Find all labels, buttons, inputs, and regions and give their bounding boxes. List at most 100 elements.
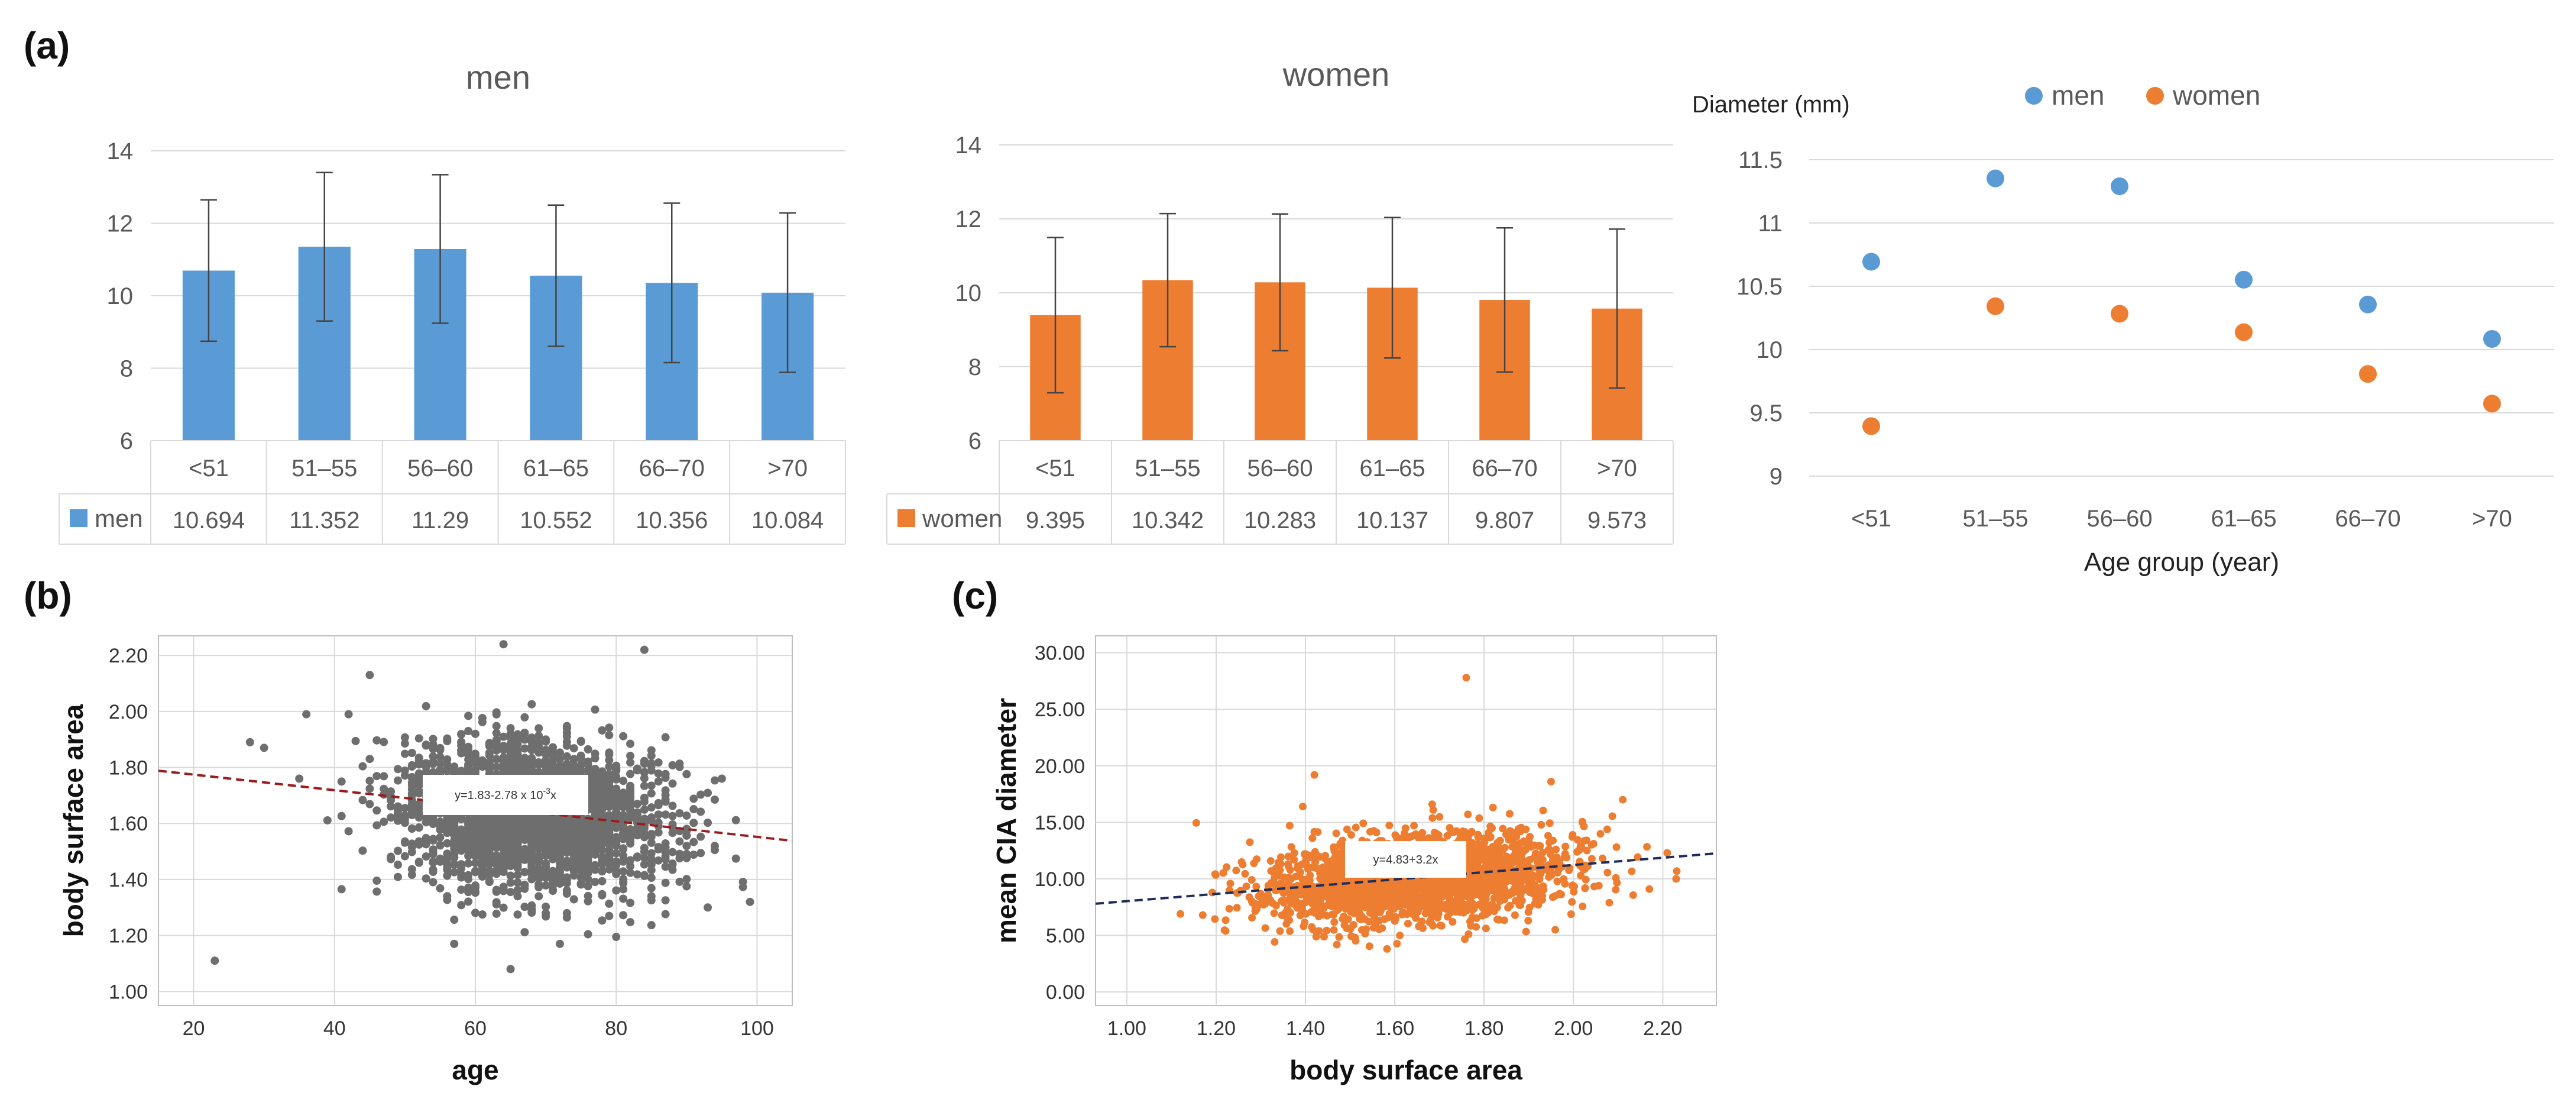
y-tick-label: 10.5 [1736, 274, 1783, 300]
data-point [640, 843, 649, 852]
data-point [647, 746, 656, 755]
data-point [1445, 899, 1453, 907]
data-point [1553, 877, 1561, 885]
x-category-label: 61–65 [1359, 455, 1425, 481]
y-tick-label: 12 [955, 206, 982, 232]
data-point [640, 756, 649, 765]
data-point [689, 805, 698, 814]
data-point [1359, 819, 1368, 827]
data-point [414, 788, 423, 797]
men_bar-chart: men68101214<5110.69451–5511.35256–6011.2… [59, 59, 846, 545]
data-point [506, 847, 515, 856]
data-point [661, 855, 670, 864]
data-point [506, 724, 515, 733]
data-point [471, 859, 479, 868]
data-point [1525, 903, 1534, 911]
data-point [506, 742, 515, 751]
data-point [387, 813, 396, 822]
data-point [464, 859, 473, 868]
data-point [584, 817, 592, 826]
data-point [542, 843, 550, 852]
data-point [1391, 897, 1399, 906]
data-point [1385, 822, 1394, 830]
data-point [562, 908, 571, 917]
data-point [245, 738, 254, 746]
data-point [569, 895, 578, 904]
data-point [1271, 938, 1279, 946]
data-point [1297, 891, 1305, 899]
data-point [1372, 898, 1381, 907]
equation-box [423, 775, 588, 815]
data-point [1547, 869, 1556, 877]
data-point [1461, 935, 1469, 943]
data-point [1233, 904, 1241, 912]
data-point [372, 772, 381, 781]
data-point [457, 885, 466, 894]
data-point [1517, 856, 1525, 865]
data-point [443, 839, 452, 848]
data-point [682, 852, 691, 861]
data-point [443, 755, 452, 764]
data-point [337, 777, 346, 786]
data-point [436, 752, 445, 761]
data-point [1308, 899, 1316, 907]
data-point [506, 871, 515, 880]
data-point [1511, 911, 1519, 919]
data-point [1524, 917, 1532, 925]
data-point [1241, 869, 1249, 878]
data-point [407, 804, 416, 813]
data-point [1325, 888, 1333, 897]
data-point [619, 894, 628, 903]
data-point [549, 838, 558, 846]
data-point [1437, 880, 1446, 888]
data-point [1468, 843, 1476, 851]
data-point [605, 801, 614, 810]
data-point [1225, 904, 1233, 913]
data-point [1320, 933, 1328, 941]
data-point [414, 772, 423, 781]
data-point [1582, 861, 1590, 869]
data-point [323, 816, 332, 825]
data-point [576, 738, 585, 746]
data-point [1410, 822, 1418, 830]
data-point [1581, 884, 1589, 893]
data-point [400, 852, 409, 861]
data-point [492, 868, 501, 877]
data-point [499, 745, 508, 754]
data-point [471, 852, 479, 861]
data-point [1470, 904, 1478, 913]
data-point [407, 843, 416, 852]
data-point [422, 835, 430, 844]
data-point [555, 877, 564, 885]
data-point [457, 870, 466, 879]
data-point [478, 845, 487, 853]
data-point [471, 765, 479, 774]
point-women [2111, 305, 2128, 323]
data-point [689, 838, 698, 846]
data-point [549, 851, 558, 860]
data-point [668, 859, 677, 868]
data-point [1475, 814, 1483, 822]
data-point [527, 700, 536, 709]
table-value: 10.342 [1132, 507, 1204, 534]
data-point [499, 759, 508, 768]
data-point [1447, 827, 1455, 835]
data-point [492, 819, 501, 827]
data-point [549, 877, 558, 885]
data-point [1323, 926, 1331, 935]
y-tick-label: 10 [1757, 337, 1783, 363]
data-point [1242, 882, 1250, 891]
data-point [471, 868, 479, 877]
point-women [1862, 417, 1880, 435]
data-point [1603, 825, 1611, 833]
data-point [619, 777, 628, 785]
data-point [647, 896, 656, 905]
data-point [499, 885, 508, 894]
data-point [1522, 927, 1530, 936]
data-point [520, 744, 529, 753]
data-point [576, 818, 585, 827]
table-value: 11.352 [289, 507, 359, 534]
data-point [612, 933, 621, 942]
data-point [562, 840, 571, 849]
data-point [1460, 900, 1469, 908]
